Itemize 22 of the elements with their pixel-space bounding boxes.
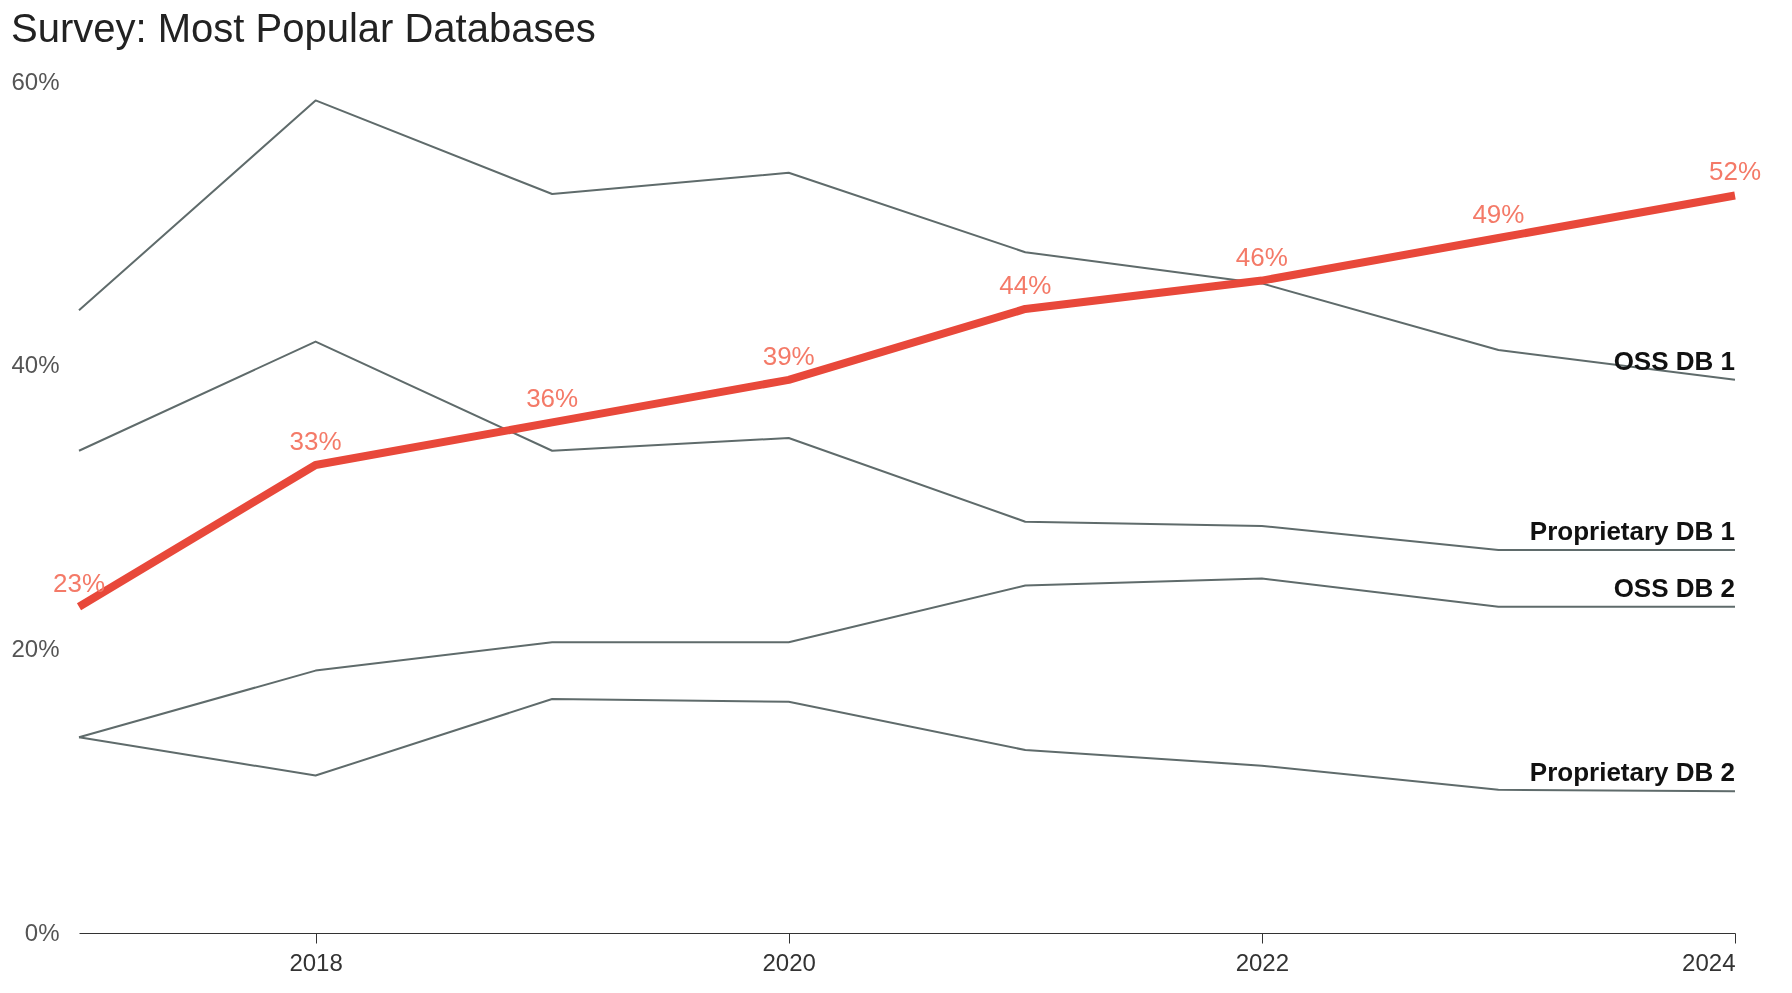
line-series [78,340,1736,552]
data-label: 44% [999,269,1052,300]
series-label: OSS DB 1 [1613,345,1735,376]
y-tick-label: 40% [11,351,60,379]
data-label: 23% [52,567,106,598]
x-tick-label: 2022 [1235,948,1290,976]
y-tick-label: 0% [24,918,60,946]
x-tick-label: 2018 [289,948,343,976]
data-label: 33% [289,425,342,456]
y-tick-label: 60% [11,67,60,95]
series-label: Proprietary DB 1 [1529,516,1735,547]
data-label: 46% [1235,241,1288,272]
data-label: 39% [762,340,815,371]
series-label: OSS DB 2 [1613,572,1735,603]
x-tick-label: 2020 [762,948,816,976]
chart-title: Survey: Most Popular Databases [10,6,596,50]
y-tick-label: 20% [11,634,60,662]
x-tick-label: 2024 [1682,948,1736,976]
data-label: 49% [1472,199,1525,230]
data-label: 36% [526,383,579,414]
series-label: Proprietary DB 2 [1529,757,1735,788]
data-label: 52% [1708,156,1762,187]
